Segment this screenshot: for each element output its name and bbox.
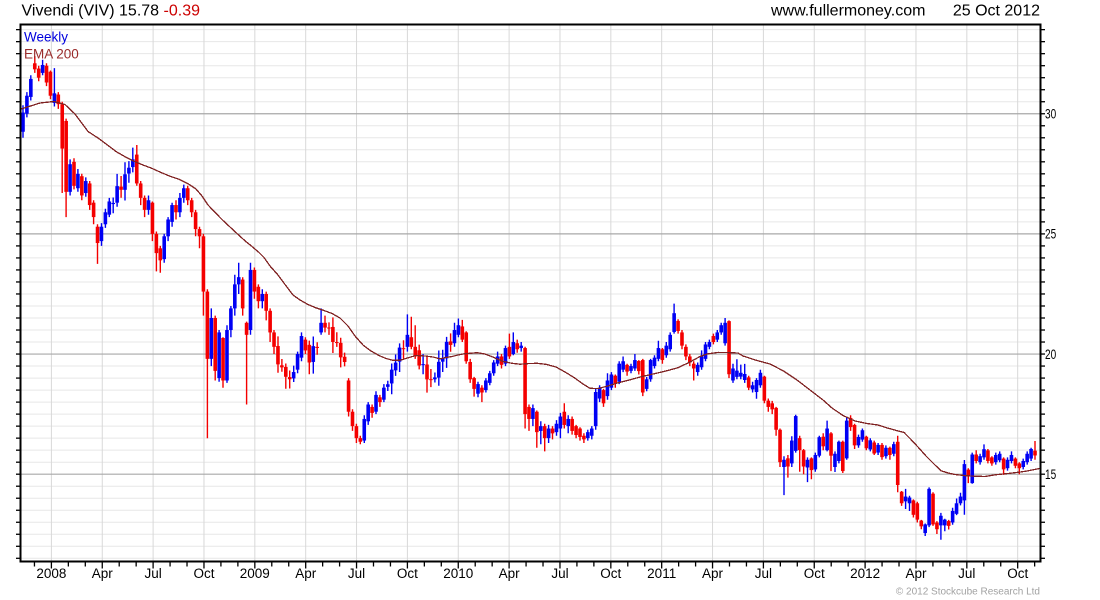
svg-text:Oct: Oct [193,566,214,581]
svg-text:2011: 2011 [647,566,676,581]
svg-text:Apr: Apr [295,566,317,581]
svg-text:Jul: Jul [348,566,365,581]
svg-text:Apr: Apr [905,566,927,581]
svg-text:Oct: Oct [1007,566,1028,581]
svg-text:20: 20 [1045,347,1056,362]
svg-text:Oct: Oct [804,566,825,581]
svg-text:2010: 2010 [443,566,473,581]
svg-text:Weekly: Weekly [24,30,68,45]
svg-text:Jul: Jul [551,566,568,581]
svg-text:Jul: Jul [958,566,975,581]
svg-text:Oct: Oct [397,566,418,581]
svg-text:2012: 2012 [850,566,880,581]
svg-text:EMA 200: EMA 200 [24,47,79,62]
svg-text:© 2012 Stockcube Research Ltd: © 2012 Stockcube Research Ltd [896,587,1040,598]
svg-text:30: 30 [1045,107,1056,122]
svg-text:25: 25 [1045,227,1056,242]
svg-text:Apr: Apr [702,566,724,581]
svg-text:Apr: Apr [499,566,521,581]
svg-text:Oct: Oct [600,566,621,581]
svg-text:2008: 2008 [36,566,66,581]
svg-text:25 Oct 2012: 25 Oct 2012 [953,3,1040,20]
svg-text:www.fullermoney.com: www.fullermoney.com [770,3,925,20]
svg-text:Jul: Jul [755,566,772,581]
svg-text:15: 15 [1045,467,1056,482]
svg-text:Jul: Jul [144,566,161,581]
svg-text:Vivendi (VIV) 15.78 -0.39: Vivendi (VIV) 15.78 -0.39 [22,3,201,20]
svg-text:Apr: Apr [92,566,114,581]
svg-text:2009: 2009 [240,566,270,581]
